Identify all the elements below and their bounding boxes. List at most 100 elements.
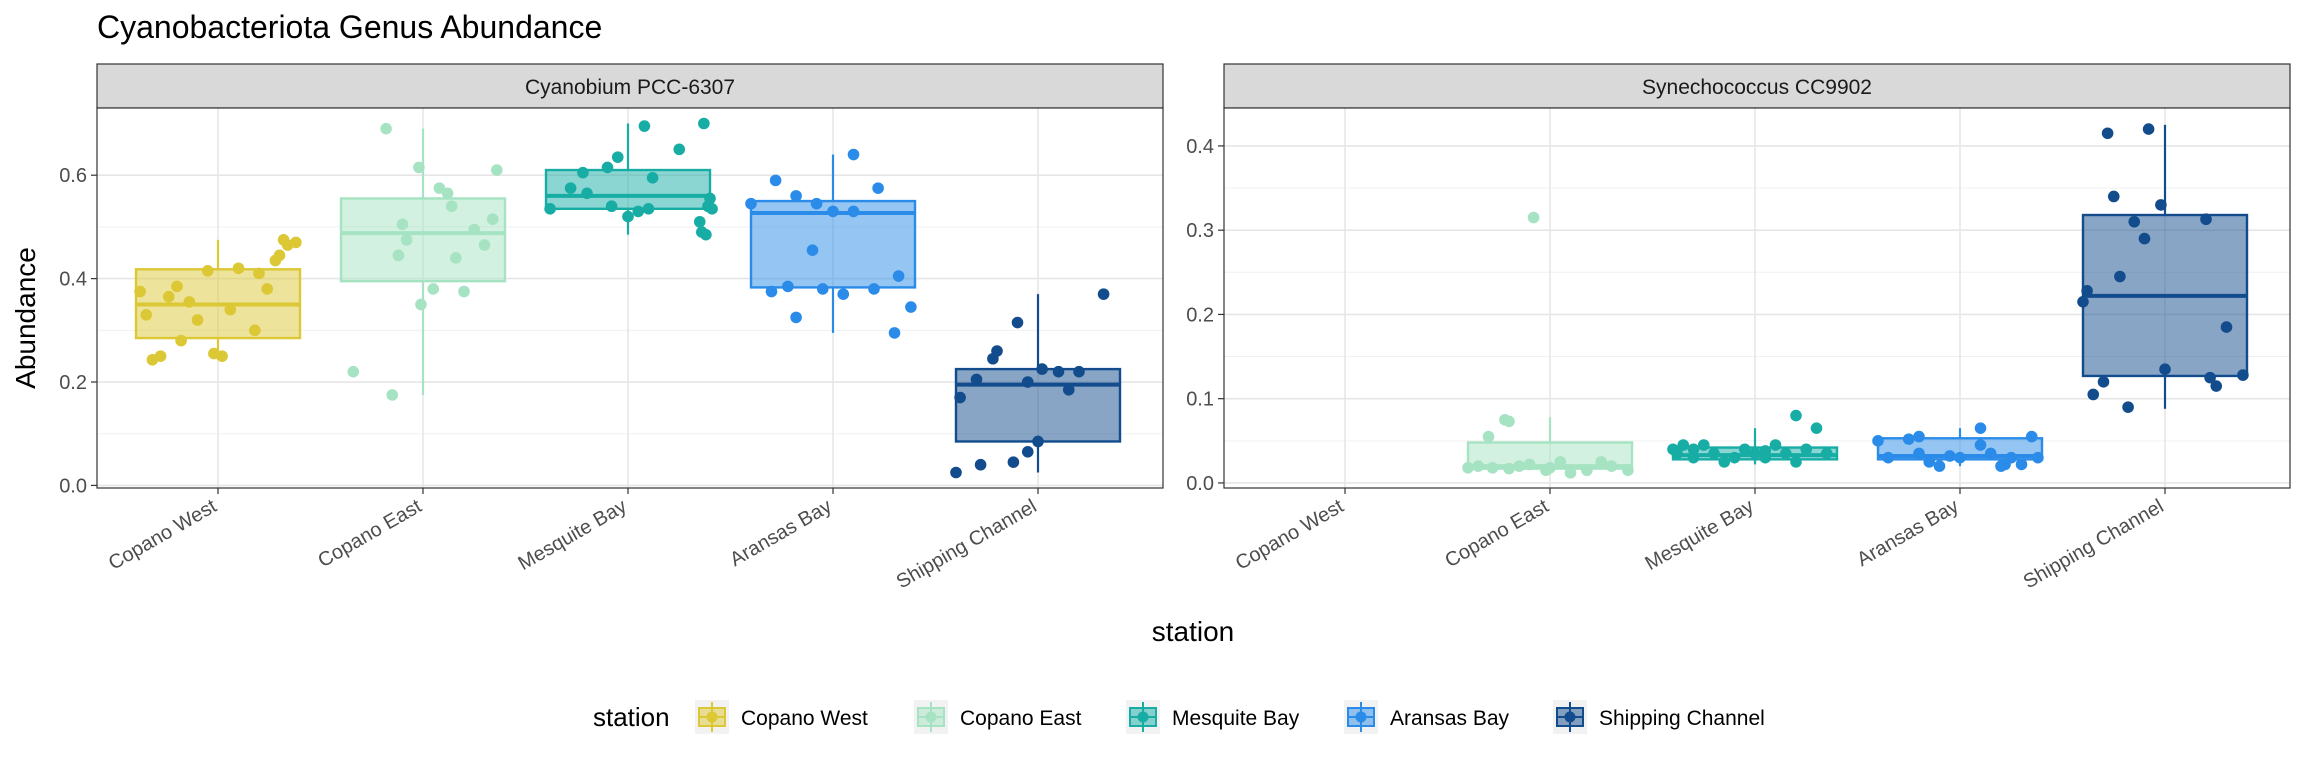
data-point (1872, 435, 1884, 447)
data-point (868, 283, 880, 295)
data-point (392, 249, 405, 262)
data-point (954, 391, 966, 404)
legend-key-point (1564, 711, 1576, 723)
legend-item: Shipping Channel (1553, 700, 1765, 734)
x-tick-label: Mesquite Bay (1642, 495, 1758, 575)
data-point (2142, 123, 2155, 135)
data-point (1902, 433, 1915, 445)
box (339, 197, 507, 283)
data-point (253, 267, 265, 280)
data-point (1974, 439, 1987, 451)
data-point (2101, 127, 2114, 140)
data-point (1503, 462, 1515, 475)
data-point (704, 192, 716, 205)
data-point (201, 265, 214, 277)
data-point (486, 213, 499, 225)
data-point (693, 215, 706, 228)
x-tick-label: Copano West (1232, 495, 1348, 575)
data-point (154, 350, 167, 362)
data-point (2081, 285, 2093, 297)
data-point (1954, 451, 1966, 464)
data-point (1718, 456, 1731, 468)
data-point (1622, 464, 1634, 477)
panel-1: Cyanobium PCC-6307 0.0 0.2 0.4 0.6 Copano Wes… (59, 63, 1164, 593)
data-point (1728, 451, 1741, 464)
facet-strip (1223, 63, 2291, 109)
y-axis-title: Abundance (10, 247, 41, 389)
data-point (1097, 288, 1110, 300)
x-tick-label: Shipping Channel (2020, 495, 2168, 593)
data-point (601, 161, 614, 174)
data-point (806, 244, 819, 256)
data-point (970, 373, 983, 386)
data-point (1671, 447, 1683, 460)
data-point (2138, 232, 2151, 245)
panel-border (96, 107, 1164, 489)
data-point (224, 303, 237, 316)
legend-key-point (925, 711, 937, 723)
data-point (1820, 447, 1833, 460)
data-point (564, 182, 577, 194)
y-tick-label: 0.0 (1186, 473, 1214, 495)
legend-key-point (706, 711, 718, 723)
data-point (175, 334, 187, 347)
data-point (2200, 213, 2212, 226)
data-point (1687, 451, 1700, 464)
data-point (544, 203, 556, 215)
data-point (1011, 316, 1024, 329)
data-point (1697, 439, 1710, 451)
data-point (827, 205, 839, 218)
data-point (1052, 365, 1065, 378)
data-point (950, 466, 962, 479)
data-point (769, 174, 782, 187)
data-point (991, 345, 1003, 357)
data-point (249, 324, 261, 337)
data-point (261, 283, 274, 295)
data-point (1486, 461, 1499, 474)
data-point (700, 228, 712, 241)
data-point (745, 197, 757, 210)
data-point (905, 301, 917, 313)
data-point (273, 249, 286, 262)
data-point (632, 205, 645, 218)
data-point (1581, 464, 1593, 477)
data-point (2237, 369, 2249, 381)
data-point (837, 288, 850, 300)
panel-2: Synechococcus CC9902 0.0 0.1 0.2 0.3 0.4 Copan… (1186, 63, 2291, 593)
data-point (2015, 458, 2028, 471)
data-point (1943, 450, 1956, 462)
data-point (1759, 445, 1772, 457)
data-point (380, 122, 392, 135)
facet-strip-label: Synechococcus CC9902 (1642, 76, 1872, 99)
y-tick-label: 0.0 (59, 475, 87, 497)
data-point (847, 205, 860, 218)
data-point (1503, 415, 1515, 428)
x-tick-label: Copano East (314, 495, 426, 572)
data-point (386, 389, 399, 401)
legend-item: Copano East (914, 700, 1082, 734)
data-point (1779, 447, 1792, 460)
data-point (413, 161, 425, 174)
legend: station Copano West Copano East Mesquite Ba… (593, 700, 1765, 734)
data-point (183, 296, 196, 308)
data-point (765, 285, 778, 298)
data-point (445, 200, 458, 213)
legend-label: Aransas Bay (1390, 707, 1510, 730)
legend-item: Aransas Bay (1344, 700, 1510, 734)
data-point (2107, 190, 2120, 203)
x-tick-label: Aransas Bay (1853, 495, 1962, 571)
data-point (638, 120, 651, 132)
data-point (2087, 388, 2100, 401)
data-point (1007, 456, 1020, 468)
data-point (642, 203, 655, 215)
data-point (2005, 451, 2018, 464)
data-point (1595, 456, 1608, 468)
data-point (140, 309, 153, 321)
data-point (1032, 435, 1044, 448)
legend-item: Mesquite Bay (1126, 700, 1300, 734)
data-point (1073, 365, 1085, 378)
data-point (400, 234, 413, 246)
data-point (1790, 409, 1802, 422)
y-tick-label: 0.4 (1186, 136, 1214, 158)
data-point (847, 148, 860, 161)
